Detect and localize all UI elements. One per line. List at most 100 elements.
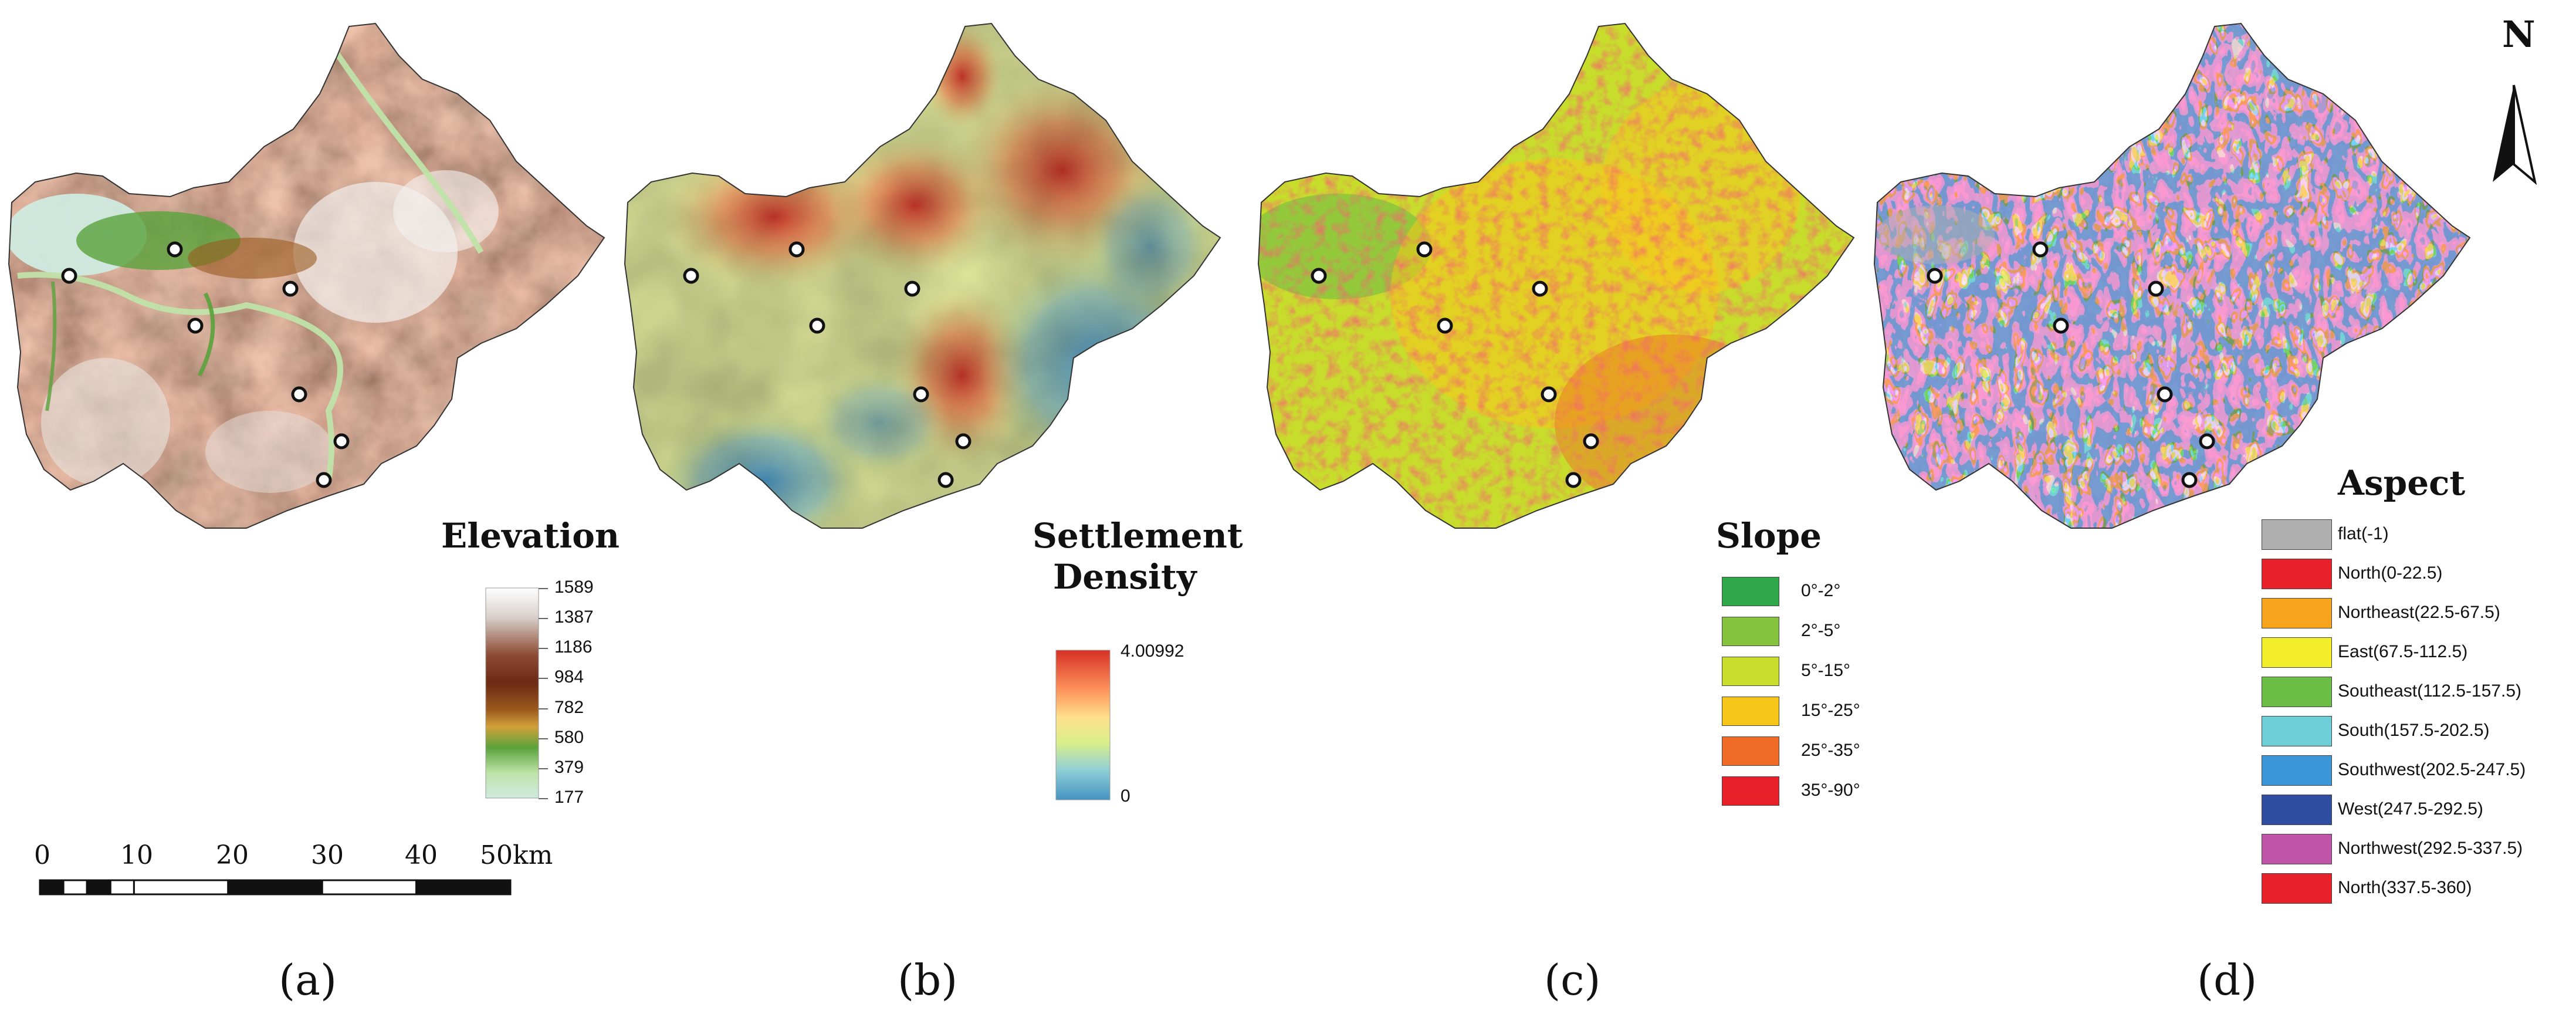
slope-legend-label: 25°-35° <box>1801 741 1860 760</box>
settlement-point <box>913 386 929 403</box>
scale-bar-segment <box>62 879 88 895</box>
aspect-legend-label: West(247.5-292.5) <box>2338 799 2483 819</box>
slope-legend-swatch <box>1722 776 1779 806</box>
settlement-density-map <box>624 23 1221 529</box>
scale-bar-label: 10 <box>120 840 153 870</box>
elevation-tick-mark <box>539 618 548 620</box>
settlement-point <box>2053 317 2069 334</box>
scale-bar-label: 0 <box>34 840 50 870</box>
aspect-legend-label: Southeast(112.5-157.5) <box>2338 681 2521 701</box>
elevation-tick-mark <box>539 588 548 589</box>
aspect-legend-label: Northwest(292.5-337.5) <box>2338 839 2523 858</box>
scale-bar-segment <box>227 879 323 895</box>
settlement-point <box>788 241 805 258</box>
slope-legend-swatch <box>1722 697 1779 726</box>
north-arrow <box>2493 85 2537 185</box>
aspect-legend-label: Northeast(22.5-67.5) <box>2338 603 2500 622</box>
settlement-point <box>809 317 825 334</box>
aspect-legend-title: Aspect <box>2338 463 2466 503</box>
aspect-legend-label: North(337.5-360) <box>2338 878 2472 897</box>
settlement-point <box>61 268 77 284</box>
settlement-point <box>1311 268 1327 284</box>
elevation-tick-mark <box>539 648 548 650</box>
aspect-legend-swatch <box>2262 834 2332 864</box>
aspect-legend-swatch <box>2262 873 2332 904</box>
settlement-point <box>333 433 350 450</box>
settlement-point <box>2181 472 2198 488</box>
slope-legend-swatch <box>1722 736 1779 766</box>
scale-bar-label: 50km <box>480 840 553 870</box>
slope-legend-label: 15°-25° <box>1801 701 1860 720</box>
panel-label-c: (c) <box>1544 955 1601 1005</box>
elevation-tick-label: 1387 <box>554 607 594 627</box>
scale-bar <box>39 879 512 895</box>
scale-bar-label: 40 <box>405 840 438 870</box>
elevation-map <box>8 23 605 529</box>
density-legend-max: 4.00992 <box>1121 641 1184 661</box>
settlement-point <box>187 317 204 334</box>
slope-map <box>1258 23 1854 529</box>
elevation-tick-label: 782 <box>554 697 584 717</box>
settlement-point <box>2199 433 2215 450</box>
slope-legend-label: 35°-90° <box>1801 780 1860 800</box>
scale-bar-label: 30 <box>311 840 344 870</box>
elevation-tick-label: 1589 <box>554 577 594 597</box>
aspect-legend-swatch <box>2262 755 2332 786</box>
scale-bar-label: 20 <box>216 840 249 870</box>
aspect-legend-swatch <box>2262 637 2332 668</box>
aspect-legend-swatch <box>2262 559 2332 589</box>
aspect-legend-label: Southwest(202.5-247.5) <box>2338 760 2526 779</box>
density-legend-title-line2: Density <box>1053 557 1197 597</box>
settlement-point <box>1565 472 1582 488</box>
scale-bar-segment <box>39 879 65 895</box>
elevation-tick-label: 379 <box>554 757 584 777</box>
elevation-tick-label: 1186 <box>554 637 593 657</box>
aspect-legend-swatch <box>2262 677 2332 707</box>
elevation-color-ramp <box>485 587 539 799</box>
scale-bar-segment <box>415 879 512 895</box>
slope-legend-title: Slope <box>1716 516 1822 556</box>
slope-legend-swatch <box>1722 577 1779 606</box>
settlement-point <box>167 241 183 258</box>
elevation-tick-label: 984 <box>554 667 584 687</box>
aspect-legend-swatch <box>2262 598 2332 628</box>
settlement-point <box>316 472 332 488</box>
elevation-tick-mark <box>539 768 548 769</box>
elevation-legend-title: Elevation <box>441 516 620 556</box>
elevation-tick-mark <box>539 708 548 709</box>
elevation-tick-label: 580 <box>554 727 584 747</box>
elevation-tick-mark <box>539 798 548 799</box>
settlement-point <box>1416 241 1433 258</box>
settlement-point <box>282 280 299 297</box>
settlement-point <box>2148 280 2164 297</box>
slope-legend-swatch <box>1722 617 1779 646</box>
aspect-legend-swatch <box>2262 795 2332 825</box>
settlement-point <box>1583 433 1599 450</box>
settlement-point <box>1541 386 1557 403</box>
settlement-point <box>904 280 920 297</box>
aspect-legend-label: East(67.5-112.5) <box>2338 642 2468 661</box>
elevation-tick-mark <box>539 678 548 680</box>
aspect-legend-label: flat(-1) <box>2338 524 2389 543</box>
settlement-point <box>2032 241 2049 258</box>
aspect-legend-swatch <box>2262 519 2332 550</box>
north-label: N <box>2502 13 2536 56</box>
panel-label-d: (d) <box>2197 955 2257 1005</box>
settlement-point <box>683 268 699 284</box>
aspect-legend-swatch <box>2262 716 2332 746</box>
density-legend-title-line1: Settlement <box>1033 516 1243 556</box>
elevation-tick-label: 177 <box>554 788 584 807</box>
slope-legend-swatch <box>1722 657 1779 686</box>
settlement-point <box>937 472 954 488</box>
settlement-point <box>2157 386 2173 403</box>
aspect-legend-label: North(0-22.5) <box>2338 563 2443 583</box>
settlement-point <box>1532 280 1548 297</box>
elevation-tick-mark <box>539 738 548 739</box>
settlement-point <box>291 386 307 403</box>
panel-label-a: (a) <box>279 955 337 1005</box>
settlement-point <box>1437 317 1453 334</box>
aspect-map <box>1874 23 2470 529</box>
scale-bar-segment <box>86 879 111 895</box>
density-color-ramp <box>1055 650 1111 800</box>
